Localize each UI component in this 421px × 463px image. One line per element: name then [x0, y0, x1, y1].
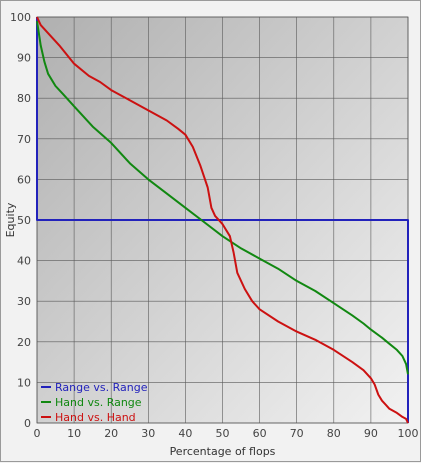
x-tick-label: 90: [364, 427, 378, 440]
x-tick-label: 70: [290, 427, 304, 440]
y-tick-label: 60: [17, 173, 31, 186]
y-tick-label: 90: [17, 52, 31, 65]
series-line-range-vs-range: [36, 17, 409, 423]
y-axis-ticks: 0 10 20 30 40 50 60 70 80 90 100: [10, 11, 31, 430]
x-tick-label: 50: [216, 427, 230, 440]
legend-label-hand-vs-hand: Hand vs. Hand: [55, 411, 136, 424]
series-lines: [36, 16, 409, 424]
y-tick-label: 70: [17, 133, 31, 146]
y-tick-label: 100: [10, 11, 31, 24]
y-tick-label: 40: [17, 255, 31, 268]
y-tick-label: 80: [17, 92, 31, 105]
legend: Range vs. Range Hand vs. Range Hand vs. Ha…: [41, 381, 148, 424]
x-axis-ticks: 0 10 20 30 40 50 60 70 80 90 100: [34, 427, 419, 440]
x-tick-label: 60: [253, 427, 267, 440]
y-tick-label: 30: [17, 295, 31, 308]
x-tick-label: 80: [327, 427, 341, 440]
x-tick-label: 0: [34, 427, 41, 440]
y-axis-title: Equity: [4, 202, 17, 237]
x-axis-title: Percentage of flops: [170, 445, 276, 458]
x-tick-label: 100: [398, 427, 419, 440]
y-tick-label: 50: [17, 214, 31, 227]
x-tick-label: 20: [104, 427, 118, 440]
legend-label-range-vs-range: Range vs. Range: [55, 381, 148, 394]
legend-label-hand-vs-range: Hand vs. Range: [55, 396, 142, 409]
y-tick-label: 0: [24, 417, 31, 430]
x-tick-label: 40: [178, 427, 192, 440]
y-tick-label: 20: [17, 336, 31, 349]
y-tick-label: 10: [17, 376, 31, 389]
series-line-hand-vs-hand: [36, 16, 409, 424]
x-tick-label: 10: [67, 427, 81, 440]
x-tick-label: 30: [141, 427, 155, 440]
